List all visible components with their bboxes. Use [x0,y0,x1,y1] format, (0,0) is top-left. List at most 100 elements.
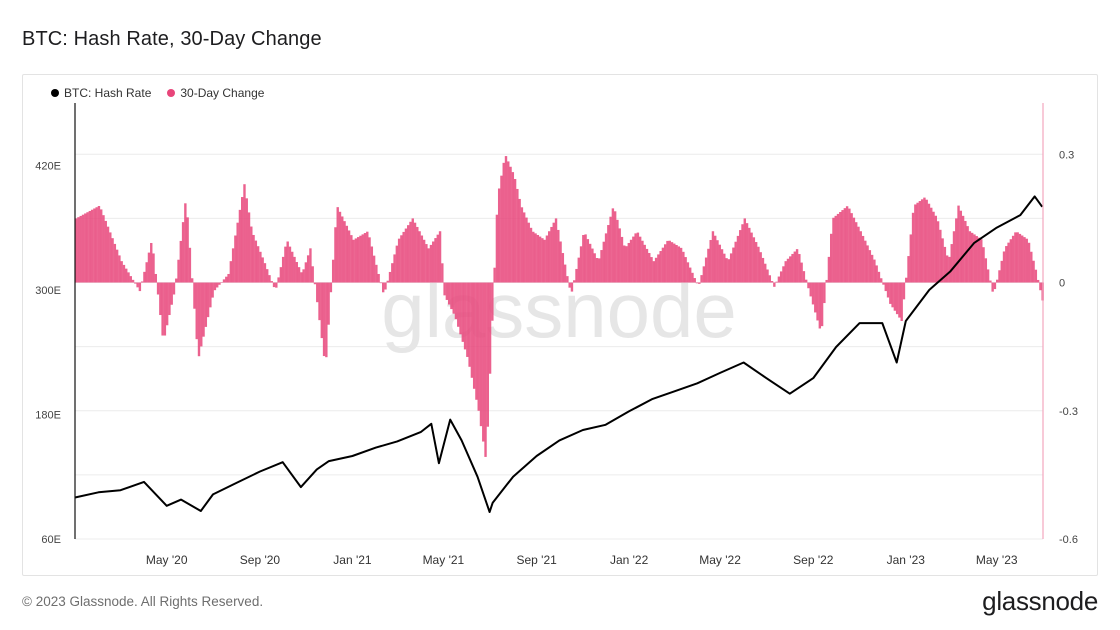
legend-label-30-day-change: 30-Day Change [180,86,265,100]
change-bar [782,266,785,283]
change-bar [513,178,517,283]
change-bar [909,234,912,283]
change-bar [750,232,753,283]
change-bar [991,282,994,292]
change-bar [1007,242,1010,283]
change-bar [197,282,201,357]
change-bar [775,281,778,283]
change-bar [557,229,560,283]
change-bar [418,231,421,283]
change-bar [623,245,626,283]
change-bar [804,279,808,283]
change-bar [495,214,499,283]
change-bar [875,265,878,283]
change-bar [602,241,605,283]
change-bar [754,242,758,283]
change-bar [209,282,212,308]
change-bar [152,253,155,283]
legend-item-30-day-change[interactable]: 30-Day Change [167,86,264,100]
change-bar [77,217,80,283]
change-bar [102,215,105,283]
change-bar [1032,260,1035,283]
change-bar [441,263,444,283]
change-bar [432,241,435,283]
change-bar [470,282,474,378]
change-bar [814,282,817,313]
change-bar [598,258,601,283]
change-bar [829,233,833,283]
change-bar [627,242,631,283]
change-bar [616,219,619,283]
change-bar [529,227,533,283]
change-bar [516,188,519,283]
change-bar [434,238,437,283]
legend-item-hash-rate[interactable]: BTC: Hash Rate [51,86,151,100]
change-bar [675,245,678,283]
change-bar [970,232,974,283]
change-bar [873,259,876,283]
change-bar [136,282,139,288]
change-bar [484,282,487,457]
change-bar [659,251,662,283]
change-bar [445,282,449,300]
change-bar [345,225,349,283]
change-bar [609,216,612,283]
change-bar [836,213,840,283]
change-bar [420,235,424,283]
change-bar [341,216,344,283]
change-bar [650,257,653,283]
change-bar [1025,238,1028,283]
change-bar [718,244,721,283]
change-bar [573,280,576,283]
change-bar [579,246,583,283]
change-bar [115,249,119,283]
x-tick-label: Sep '22 [793,553,834,567]
change-bar [143,271,146,283]
change-bar [841,210,844,283]
change-bar [704,257,708,283]
change-bar [891,282,894,308]
change-bar [213,282,217,291]
change-bar [645,248,649,283]
change-bar [397,238,401,283]
change-bar [188,247,192,283]
change-bar [375,264,378,283]
change-bar [409,221,412,283]
change-bar [268,275,271,283]
change-bar [543,239,546,283]
change-bar [950,244,953,283]
change-bar [902,282,906,300]
change-bar [368,237,371,283]
change-bar [818,282,822,329]
change-bar [768,275,771,283]
change-bar [127,272,130,283]
change-bar [861,235,865,283]
change-bar [327,282,330,325]
change-bar [329,282,333,293]
change-bar [407,225,410,283]
change-bar [422,239,426,283]
change-bar [941,238,944,283]
change-bar [773,282,776,287]
change-bar [447,282,451,305]
y-right-tick-label: 0.3 [1059,149,1074,161]
change-bar [304,262,308,283]
change-bar [729,253,733,283]
change-bar [497,188,501,283]
change-bar [111,238,114,283]
footer-logo[interactable]: glassnode [982,586,1098,616]
change-bar [700,275,703,283]
change-bar [779,271,783,283]
change-bar [266,269,269,283]
change-bar [334,227,337,283]
change-bar [666,240,669,283]
change-bar [377,273,380,283]
change-bar [302,269,305,283]
change-bar [84,213,87,283]
change-bar [297,267,301,283]
change-bar [948,256,951,283]
change-bar [898,282,901,318]
change-bar [695,282,699,284]
change-bar [293,256,296,283]
change-bar [204,282,208,327]
